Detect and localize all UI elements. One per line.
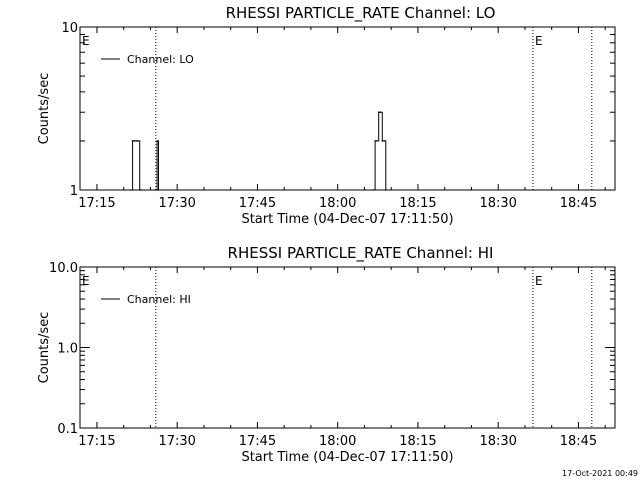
panel1-x-tick-label: 18:30	[479, 196, 516, 211]
panel1-data-point	[137, 140, 139, 142]
panel1-y-tick-label: 1	[70, 184, 78, 199]
panel2-event-marker-label: E	[535, 274, 543, 288]
panel1-x-tick-label: 18:45	[560, 196, 597, 211]
panel1-y-tick-label: 10	[61, 21, 78, 36]
panel2-legend-label: Channel: HI	[127, 293, 191, 306]
panel1-data-point	[131, 140, 134, 142]
panel1-data-point	[154, 189, 157, 191]
panel1-x-axis-label: Start Time (04-Dec-07 17:11:50)	[241, 212, 453, 227]
panel1-data-point	[138, 189, 141, 191]
panel1-data-point	[130, 189, 132, 191]
panel2-x-tick-label: 17:15	[78, 434, 115, 449]
panel2-x-tick-label: 17:45	[239, 434, 276, 449]
panel2-x-tick-label: 18:30	[479, 434, 516, 449]
panel1-y-axis-label: Counts/sec	[37, 73, 52, 145]
panel2-chart-title: RHESSI PARTICLE_RATE Channel: HI	[228, 244, 494, 263]
panel2-plot-frame	[79, 266, 616, 429]
panel1-data-point	[381, 140, 384, 142]
panel1-legend-label: Channel: LO	[127, 53, 194, 66]
panel1-data-point	[157, 189, 160, 191]
panel2-y-tick-label: 0.1	[57, 422, 78, 437]
panel1-data-point	[135, 140, 137, 142]
panel1-data-point	[156, 140, 158, 142]
panel1-x-tick-label: 17:15	[78, 196, 115, 211]
panel1-x-tick-label: 18:15	[399, 196, 436, 211]
panel1-data-point	[140, 189, 143, 191]
footer-timestamp: 17-Oct-2021 00:49	[562, 469, 638, 478]
panel2-x-tick-label: 17:30	[158, 434, 195, 449]
panel1-x-tick-label: 17:45	[239, 196, 276, 211]
panel1-event-marker-label: E	[82, 34, 90, 48]
panel1-data-point	[374, 140, 376, 142]
panel1-data-point	[376, 140, 378, 142]
panel1-x-tick-label: 17:30	[158, 196, 195, 211]
panel1-x-tick-label: 18:00	[319, 196, 356, 211]
panel1-data-point	[385, 189, 387, 191]
panel1-data-point	[372, 189, 375, 191]
panel2-x-tick-label: 18:45	[560, 434, 597, 449]
panel2-event-marker-label: E	[82, 274, 90, 288]
panel2-y-tick-label: 10.0	[49, 261, 78, 276]
panel1-plot-frame	[79, 26, 616, 191]
panel2-x-tick-label: 18:00	[319, 434, 356, 449]
panel1-chart-title: RHESSI PARTICLE_RATE Channel: LO	[226, 4, 496, 23]
panel2-x-axis-label: Start Time (04-Dec-07 17:11:50)	[241, 450, 453, 465]
panel1-event-marker-label: E	[535, 34, 543, 48]
panel2-y-tick-label: 1.0	[57, 342, 78, 357]
panel1-data-point	[383, 140, 385, 142]
panel1-data-point	[379, 111, 382, 114]
panel2-x-tick-label: 18:15	[399, 434, 436, 449]
panel2-y-axis-label: Counts/sec	[37, 312, 52, 384]
panel1-data-point	[377, 111, 380, 114]
panel1-series-line	[130, 111, 387, 191]
panel1-data-point	[133, 140, 136, 142]
